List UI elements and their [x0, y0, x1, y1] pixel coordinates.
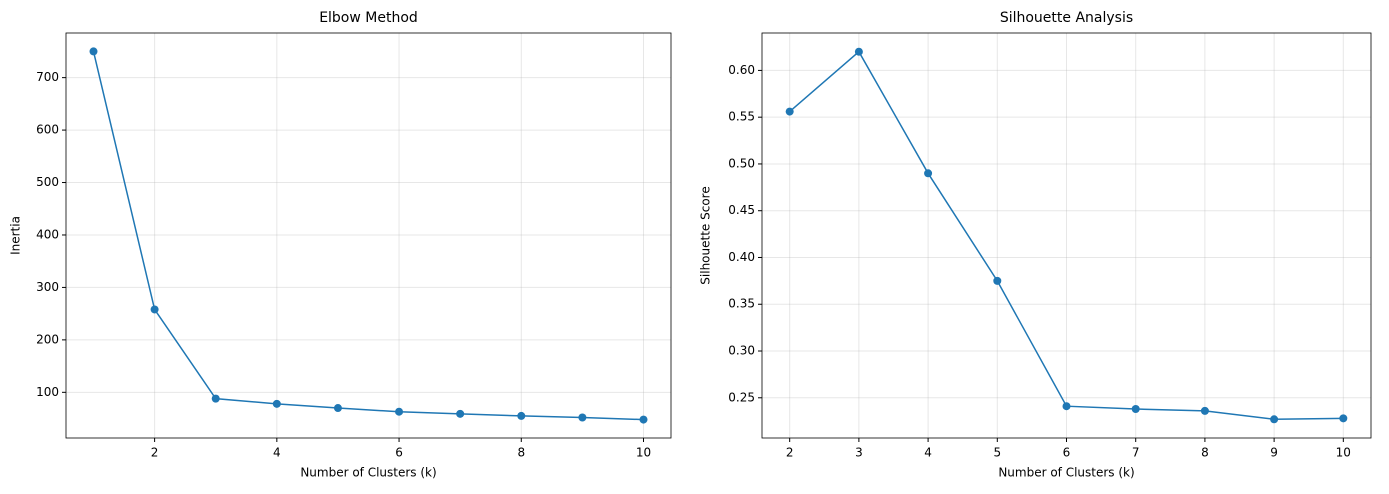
x-axis-label: Number of Clusters (k)	[300, 466, 436, 480]
point	[854, 47, 863, 56]
point	[395, 407, 404, 416]
y-tick-label: 500	[36, 175, 59, 189]
point	[1062, 402, 1071, 411]
axes-frame	[65, 32, 672, 439]
point	[211, 394, 220, 403]
x-tick-label: 10	[636, 446, 651, 460]
y-tick-label: 0.30	[728, 344, 755, 358]
x-tick-label: 10	[1336, 446, 1351, 460]
point	[785, 107, 794, 116]
y-tick-label: 700	[36, 70, 59, 84]
y-tick-label: 200	[36, 332, 59, 346]
series-line	[92, 51, 644, 421]
point	[639, 415, 648, 424]
x-tick-label: 3	[855, 446, 863, 460]
y-tick-label: 400	[36, 227, 59, 241]
y-tick-label: 100	[36, 385, 59, 399]
chart-title: Elbow Method	[319, 10, 418, 26]
y-tick-label: 0.60	[728, 63, 755, 77]
y-tick-label: 0.50	[728, 156, 755, 170]
axes-frame	[761, 32, 1372, 439]
point	[1339, 414, 1348, 423]
y-tick-label: 0.40	[728, 250, 755, 264]
point	[1200, 406, 1209, 415]
x-tick-label: 8	[517, 446, 525, 460]
y-tick-label: 0.45	[728, 203, 755, 217]
point	[924, 169, 933, 178]
y-axis-label: Silhouette Score	[699, 186, 713, 284]
chart: 2 3 4 5 6 7 8 9 10 0.25 0.30 0.35 0.40 0.45 0.50 0.55 0.…	[699, 10, 1372, 480]
y-axis-label: Inertia	[9, 216, 23, 255]
point	[1270, 415, 1279, 424]
y-tick-label: 300	[36, 280, 59, 294]
y-tick-label: 0.55	[728, 110, 755, 124]
y-tick-label: 0.35	[728, 297, 755, 311]
chart: 2 4 6 8 10 100 200 300 400 500 600 700 Elbow Method N…	[9, 10, 672, 480]
point	[333, 404, 342, 413]
x-tick-label: 2	[786, 446, 794, 460]
y-tick-label: 600	[36, 123, 59, 137]
x-axis-label: Number of Clusters (k)	[998, 466, 1134, 480]
point	[517, 411, 526, 420]
chart-title: Silhouette Analysis	[1000, 10, 1133, 26]
point	[993, 276, 1002, 285]
x-tick-label: 6	[1063, 446, 1071, 460]
point	[89, 47, 98, 56]
x-tick-label: 4	[924, 446, 932, 460]
point	[1131, 405, 1140, 414]
point	[272, 399, 281, 408]
x-tick-label: 6	[395, 446, 403, 460]
x-tick-label: 7	[1132, 446, 1140, 460]
x-tick-label: 8	[1201, 446, 1209, 460]
x-tick-label: 4	[273, 446, 281, 460]
point	[456, 409, 465, 418]
point	[578, 413, 587, 422]
y-tick-label: 0.25	[728, 390, 755, 404]
x-tick-label: 2	[151, 446, 159, 460]
x-tick-label: 9	[1270, 446, 1278, 460]
point	[150, 305, 159, 314]
x-tick-label: 5	[993, 446, 1001, 460]
